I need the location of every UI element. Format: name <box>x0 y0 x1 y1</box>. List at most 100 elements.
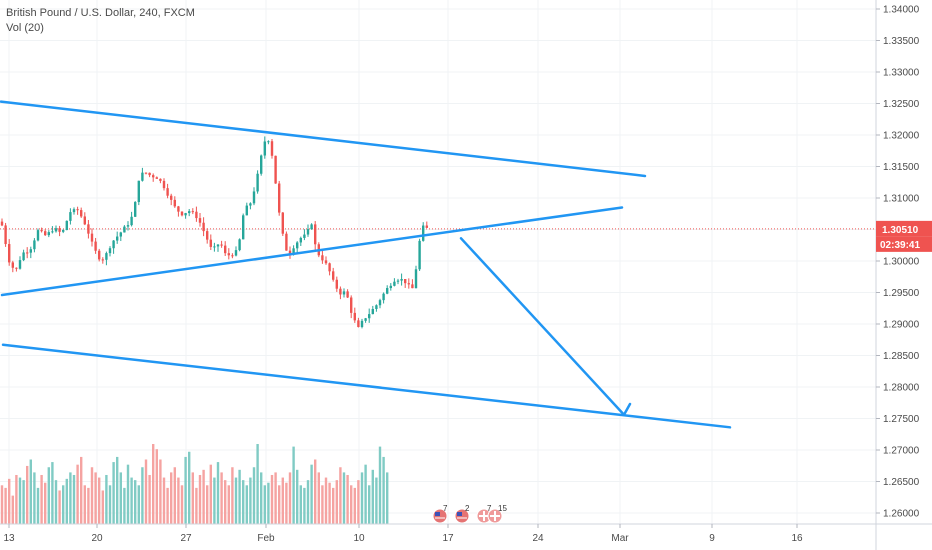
volume-bar <box>152 444 155 524</box>
candle-body <box>141 172 144 181</box>
trendlines[interactable] <box>0 100 732 429</box>
candle-body <box>324 260 328 264</box>
volume-bar <box>119 472 122 524</box>
candle-body <box>252 191 256 204</box>
us-flag-event-icon[interactable]: 2 <box>454 504 470 524</box>
volume-bar <box>62 485 65 524</box>
volume-bars <box>0 444 389 524</box>
event-count: 7 <box>487 504 492 513</box>
last-price-tag-bg <box>876 220 932 237</box>
candle-body <box>310 224 313 230</box>
candle-body <box>393 281 396 286</box>
candle-body <box>83 216 86 225</box>
volume-bar <box>108 485 112 524</box>
trendline-upper-channel[interactable] <box>0 100 647 178</box>
price-tick-label: 1.28500 <box>883 351 920 362</box>
volume-bar <box>252 467 256 524</box>
price-axis[interactable]: 1.34000 1.33500 1.33000 1.32500 1.32000 1.315… <box>876 5 920 520</box>
volume-bar <box>116 456 119 524</box>
volume-bar <box>83 485 86 524</box>
volume-bar <box>346 474 349 524</box>
price-tick-label: 1.31000 <box>883 194 920 205</box>
candle-body <box>90 233 94 242</box>
candle-body <box>162 180 166 189</box>
volume-bar <box>144 459 148 524</box>
volume-bar <box>238 469 241 524</box>
candle-body <box>47 232 50 236</box>
volume-bar <box>368 485 371 524</box>
volume-bar <box>267 482 270 524</box>
candle-body <box>180 211 184 216</box>
candle-body <box>148 172 151 176</box>
candle-body <box>130 216 133 226</box>
uk-flag-event-icon[interactable]: 15 <box>487 504 507 524</box>
volume-bar <box>76 464 79 524</box>
time-tick-label: 10 <box>353 533 365 544</box>
volume-bar <box>148 474 151 524</box>
volume-bar <box>58 490 61 524</box>
candle-body <box>296 242 299 249</box>
candle-body <box>321 255 324 261</box>
volume-bar <box>47 467 50 524</box>
volume-bar <box>105 474 108 524</box>
candle-body <box>29 249 32 253</box>
candle-body <box>184 213 187 216</box>
volume-bar <box>72 474 76 524</box>
time-tick-label: 27 <box>180 533 192 544</box>
candle-body <box>422 225 425 241</box>
volume-bar <box>324 477 328 524</box>
last-price-value: 1.30510 <box>882 225 919 236</box>
volume-bar <box>274 472 277 524</box>
candle-body <box>206 231 209 240</box>
trendline-projection-tip[interactable] <box>622 402 632 416</box>
volume-bar <box>382 456 385 524</box>
volume-bar <box>306 480 310 524</box>
price-tick-label: 1.32500 <box>883 99 920 110</box>
volume-bar <box>216 462 220 524</box>
volume-bar <box>292 446 295 524</box>
volume-bar <box>90 467 94 524</box>
volume-bar <box>51 462 54 524</box>
time-axis[interactable]: 13 20 27 Feb 10 17 24 Mar 9 16 <box>3 524 803 544</box>
volume-bar <box>112 462 115 524</box>
trendline-lower-channel[interactable] <box>1 343 732 429</box>
candle-body <box>227 253 230 256</box>
volume-bar <box>94 472 97 524</box>
volume-bar <box>360 472 364 524</box>
trendline-rising-support[interactable] <box>0 206 624 297</box>
us-flag-event-icon[interactable]: 7 <box>432 504 448 524</box>
candle-body <box>360 320 364 327</box>
volume-bar <box>321 485 324 524</box>
candle-body <box>116 236 119 241</box>
economic-event-markers[interactable]: 7 2 7 15 <box>432 504 507 524</box>
volume-bar <box>65 478 68 524</box>
candle-body <box>278 183 281 213</box>
candle-body <box>382 293 385 301</box>
volume-bar <box>299 485 302 524</box>
time-tick-label: Mar <box>611 533 629 544</box>
candle-body <box>44 231 47 236</box>
volume-bar <box>11 495 14 524</box>
candle-body <box>306 229 310 235</box>
candle-body <box>62 230 65 232</box>
candle-body <box>108 248 112 254</box>
candle-body <box>65 220 68 231</box>
trendline-projection[interactable] <box>459 237 626 416</box>
candle-body <box>11 262 14 268</box>
symbol-title[interactable]: British Pound / U.S. Dollar, 240, FXCM <box>6 7 195 19</box>
volume-bar <box>141 467 144 524</box>
candle-body <box>173 199 176 207</box>
price-tick-label: 1.30000 <box>883 257 920 268</box>
candle-body <box>270 141 274 156</box>
volume-bar <box>353 487 356 524</box>
volume-bar <box>36 487 40 524</box>
volume-indicator-label[interactable]: Vol (20) <box>6 22 44 34</box>
time-tick-label: 13 <box>3 533 15 544</box>
volume-bar <box>245 485 248 524</box>
candle-body <box>202 222 205 232</box>
uk-flag-event-icon[interactable]: 7 <box>476 504 492 524</box>
volume-bar <box>44 482 47 524</box>
candle-body <box>238 239 241 251</box>
candle-body <box>400 279 403 281</box>
